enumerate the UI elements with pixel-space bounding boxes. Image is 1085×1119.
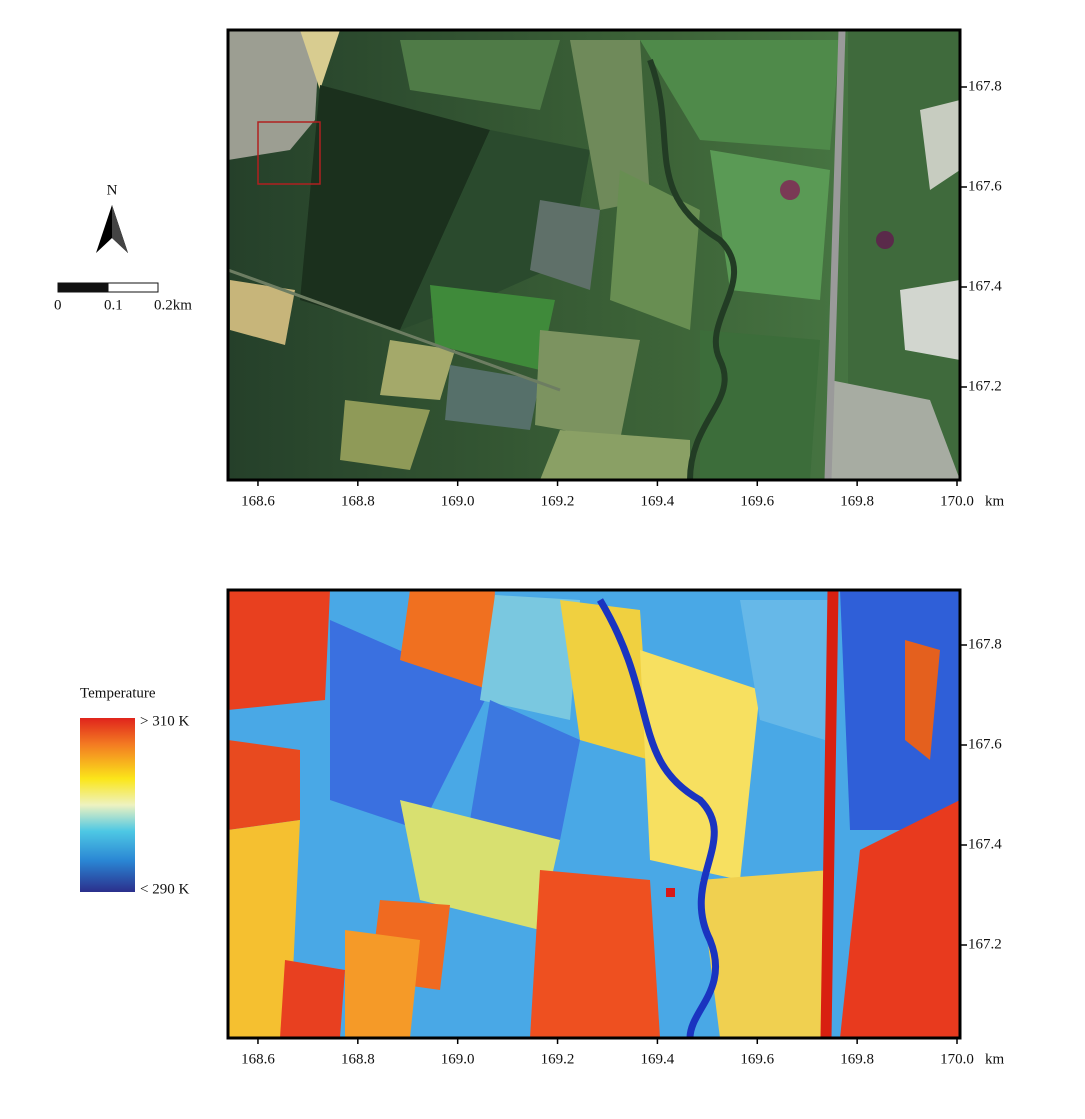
legend-high: > 310 K bbox=[140, 713, 189, 729]
x-tick-label: 169.2 bbox=[541, 1051, 575, 1067]
x-tick-label: 170.0 bbox=[940, 1051, 974, 1067]
x-tick-label: 169.8 bbox=[840, 493, 874, 509]
y-tick-label: 167.8 bbox=[968, 636, 1002, 652]
x-tick-label: 169.4 bbox=[641, 1051, 675, 1067]
x-tick-label: 168.6 bbox=[241, 1051, 275, 1067]
north-label: N bbox=[107, 182, 118, 198]
x-tick-label: 169.8 bbox=[840, 1051, 874, 1067]
x-tick-label: 169.0 bbox=[441, 493, 475, 509]
x-tick-label: 170.0 bbox=[940, 493, 974, 509]
x-tick-label: 169.6 bbox=[740, 493, 774, 509]
x-tick-label: 169.0 bbox=[441, 1051, 475, 1067]
x-tick-label: 169.6 bbox=[740, 1051, 774, 1067]
y-tick-label: 167.2 bbox=[968, 378, 1002, 394]
scale-segment bbox=[57, 282, 109, 293]
x-tick-label: 168.6 bbox=[241, 493, 275, 509]
x-tick-label: 169.2 bbox=[541, 493, 575, 509]
x-unit: km bbox=[985, 493, 1005, 509]
map-frame bbox=[226, 588, 962, 1040]
north-arrow-shade bbox=[112, 205, 128, 253]
x-tick-label: 168.8 bbox=[341, 493, 375, 509]
scale-label: 0.2km bbox=[154, 297, 192, 313]
scale-label: 0 bbox=[54, 297, 62, 313]
y-tick-label: 167.4 bbox=[968, 836, 1002, 852]
y-tick-label: 167.6 bbox=[968, 178, 1002, 194]
temperature-image bbox=[228, 590, 960, 1038]
legend-low: < 290 K bbox=[140, 881, 189, 897]
x-tick-label: 169.4 bbox=[641, 493, 675, 509]
x-unit: km bbox=[985, 1051, 1005, 1067]
legend-title: Temperature bbox=[80, 685, 156, 701]
rgb-image bbox=[228, 30, 960, 480]
y-tick-label: 167.2 bbox=[968, 936, 1002, 952]
scale-label: 0.1 bbox=[104, 297, 123, 313]
map-frame bbox=[226, 28, 962, 482]
y-tick-label: 167.6 bbox=[968, 736, 1002, 752]
colorbar bbox=[80, 718, 135, 892]
scale-segment bbox=[107, 282, 159, 293]
x-tick-label: 168.8 bbox=[341, 1051, 375, 1067]
y-tick-label: 167.8 bbox=[968, 78, 1002, 94]
axes: 168.6 168.8 169.0 169.2 169.4 169.6 169.8 170.0… bbox=[54, 78, 1005, 1067]
y-tick-label: 167.4 bbox=[968, 278, 1002, 294]
